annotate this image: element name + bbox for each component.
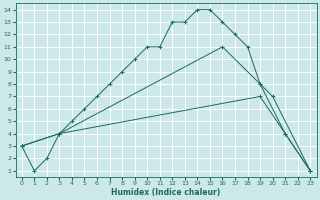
X-axis label: Humidex (Indice chaleur): Humidex (Indice chaleur) — [111, 188, 221, 197]
